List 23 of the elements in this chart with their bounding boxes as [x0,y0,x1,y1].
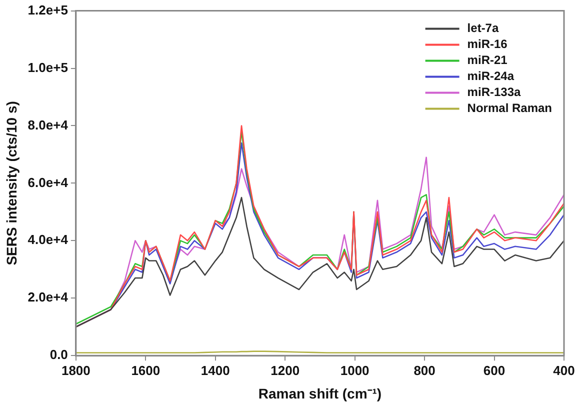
y-tick-label: 1.2e+5 [28,2,68,18]
y-tick-label: 4.0e+4 [28,232,69,248]
x-tick-label: 1000 [340,362,370,378]
legend-label: Normal Raman [467,101,552,116]
x-tick-label: 600 [483,362,506,378]
x-axis-title: Raman shift (cm⁻¹) [258,385,382,402]
legend-label: miR-16 [467,37,508,52]
x-tick-label: 1600 [131,362,160,378]
y-tick-label: 1.0e+5 [28,60,68,75]
legend-label: let-7a [467,21,499,36]
x-tick-label: 1200 [270,362,300,378]
y-tick-label: 2.0e+4 [28,290,69,305]
legend-label: miR-133a [467,85,521,100]
y-tick-label: 8.0e+4 [28,117,69,132]
legend-label: miR-21 [467,53,508,68]
y-axis-title: SERS intensity (cts/10 s) [3,101,20,266]
x-tick-label: 1400 [200,362,230,378]
y-tick-label: 0.0 [50,347,68,362]
x-tick-label: 800 [414,362,436,378]
x-tick-label: 1800 [61,362,90,378]
legend-label: miR-24a [467,69,514,84]
y-tick-label: 6.0e+4 [28,174,69,190]
x-tick-label: 400 [553,362,575,378]
